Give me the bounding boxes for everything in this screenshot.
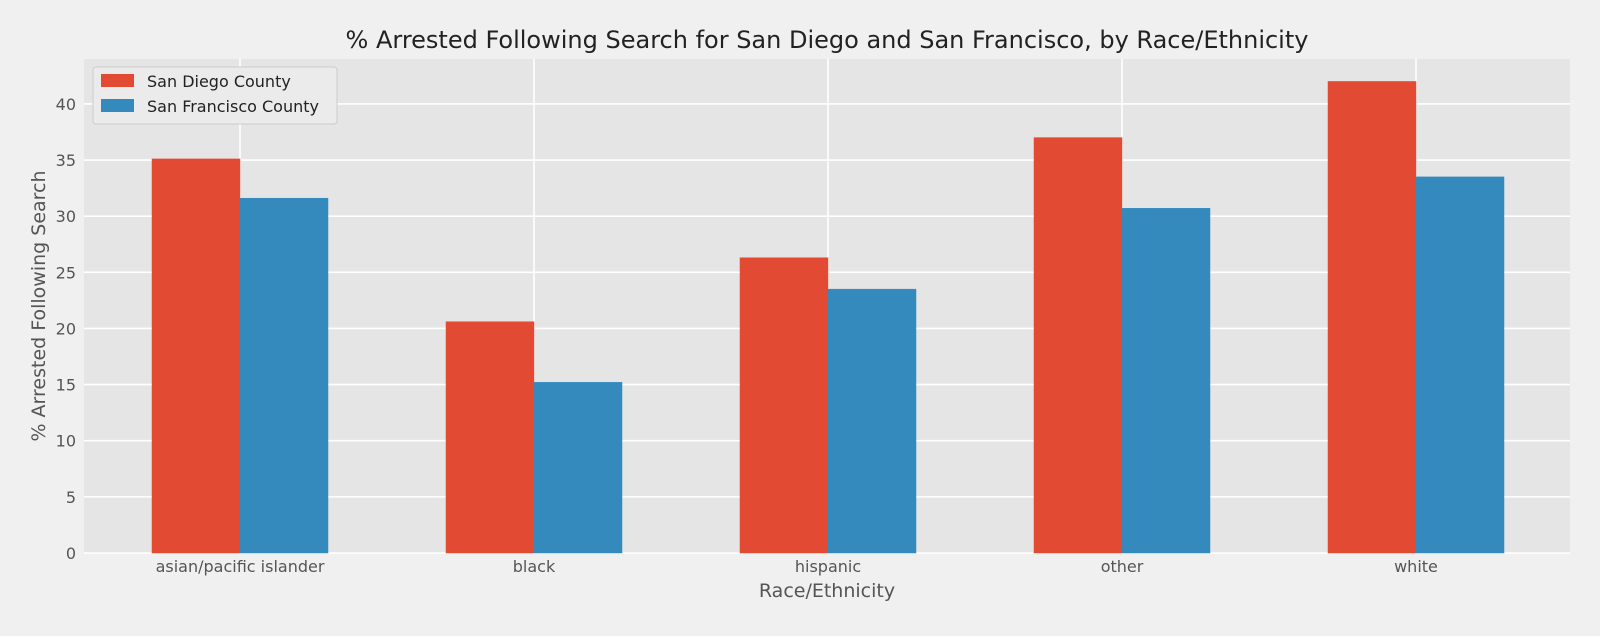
bar	[445, 321, 535, 554]
legend-label-san-diego: San Diego County	[147, 72, 291, 91]
bar	[827, 288, 917, 554]
bar	[239, 197, 329, 554]
y-tick-labels: 0 5 10 15 20 25 30 35 40	[56, 95, 76, 563]
y-tick-label: 40	[56, 95, 76, 114]
x-tick-label: other	[1101, 557, 1144, 576]
y-tick-label: 5	[66, 488, 76, 507]
y-tick-label: 10	[56, 432, 76, 451]
legend-label-san-francisco: San Francisco County	[147, 97, 319, 116]
x-tick-labels: asian/pacific islander black hispanic other…	[156, 557, 1438, 576]
x-tick-label: hispanic	[795, 557, 861, 576]
y-tick-label: 35	[56, 151, 76, 170]
bars	[151, 81, 1505, 554]
bar	[151, 158, 241, 554]
bar	[533, 382, 623, 554]
chart-title: % Arrested Following Search for San Dieg…	[346, 26, 1309, 54]
x-tick-label: white	[1394, 557, 1438, 576]
legend-swatch-san-francisco	[101, 99, 134, 112]
y-axis-label: % Arrested Following Search	[28, 170, 50, 441]
x-tick-label: asian/pacific islander	[156, 557, 325, 576]
x-axis-label: Race/Ethnicity	[759, 580, 895, 602]
x-tick-label: black	[513, 557, 556, 576]
y-tick-label: 25	[56, 263, 76, 282]
y-tick-label: 20	[56, 319, 76, 338]
bar	[1415, 176, 1505, 554]
bar	[739, 257, 829, 554]
y-tick-label: 30	[56, 207, 76, 226]
legend-swatch-san-diego	[101, 74, 134, 87]
bar	[1327, 81, 1417, 554]
y-tick-label: 15	[56, 376, 76, 395]
bar	[1033, 137, 1123, 554]
y-tick-label: 0	[66, 544, 76, 563]
legend: San Diego County San Francisco County	[92, 66, 338, 125]
bar	[1121, 208, 1211, 554]
legend-box	[92, 66, 338, 125]
